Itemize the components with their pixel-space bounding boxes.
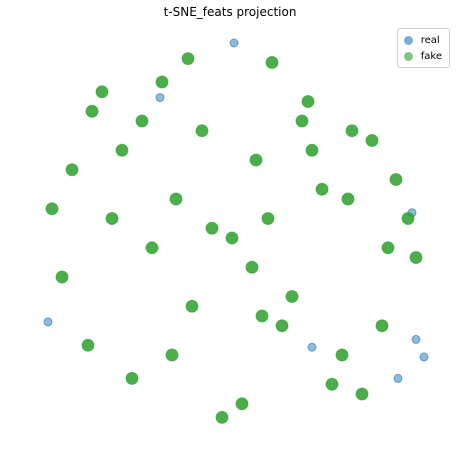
- data-point-fake: [85, 104, 99, 118]
- data-point-fake: [261, 212, 275, 225]
- legend: real fake: [396, 28, 450, 68]
- data-point-fake: [301, 95, 315, 108]
- data-point-fake: [225, 231, 239, 245]
- data-point-real: [411, 334, 421, 344]
- data-point-fake: [45, 202, 59, 216]
- data-point-fake: [245, 260, 259, 274]
- data-point-real: [307, 342, 317, 352]
- data-point-real: [419, 352, 429, 362]
- data-point-fake: [65, 163, 79, 177]
- data-point-fake: [305, 143, 319, 157]
- data-point-fake: [335, 348, 349, 362]
- legend-marker-fake: [403, 51, 413, 61]
- data-point-real: [43, 317, 53, 327]
- data-point-fake: [381, 241, 395, 255]
- data-point-fake: [105, 212, 119, 225]
- data-point-fake: [409, 251, 423, 264]
- data-point-fake: [325, 377, 339, 391]
- data-point-fake: [355, 387, 369, 401]
- data-point-fake: [145, 241, 159, 255]
- data-point-fake: [205, 221, 219, 235]
- data-point-fake: [195, 124, 209, 138]
- data-point-fake: [235, 397, 249, 411]
- data-point-fake: [375, 319, 389, 333]
- data-point-fake: [155, 75, 169, 89]
- data-point-real: [393, 373, 403, 383]
- legend-item-real: real: [403, 32, 442, 48]
- data-point-fake: [125, 371, 139, 385]
- data-point-fake: [181, 52, 195, 66]
- series-fake: [45, 52, 423, 424]
- data-point-real: [229, 38, 239, 48]
- data-point-fake: [55, 270, 69, 284]
- legend-marker-real: [403, 35, 413, 45]
- data-point-fake: [135, 114, 149, 128]
- data-point-fake: [169, 192, 183, 206]
- chart-title: t-SNE_feats projection: [163, 5, 297, 19]
- legend-label-real: real: [420, 34, 440, 46]
- data-point-fake: [275, 319, 289, 333]
- data-point-fake: [255, 309, 269, 323]
- data-point-fake: [265, 56, 279, 69]
- data-point-fake: [249, 153, 263, 167]
- data-point-fake: [165, 348, 179, 362]
- data-point-fake: [285, 290, 299, 303]
- data-point-fake: [389, 173, 403, 186]
- data-point-fake: [115, 143, 129, 157]
- data-point-fake: [81, 338, 95, 352]
- data-point-fake: [95, 85, 109, 99]
- legend-item-fake: fake: [403, 48, 442, 64]
- data-point-fake: [365, 134, 379, 147]
- data-point-fake: [341, 192, 355, 206]
- data-point-fake: [215, 410, 229, 424]
- data-point-fake: [315, 182, 329, 196]
- data-point-fake: [185, 299, 199, 313]
- data-point-fake: [401, 212, 415, 225]
- data-point-real: [155, 93, 165, 103]
- data-point-fake: [345, 124, 359, 138]
- legend-label-fake: fake: [420, 50, 442, 62]
- data-point-fake: [295, 114, 309, 128]
